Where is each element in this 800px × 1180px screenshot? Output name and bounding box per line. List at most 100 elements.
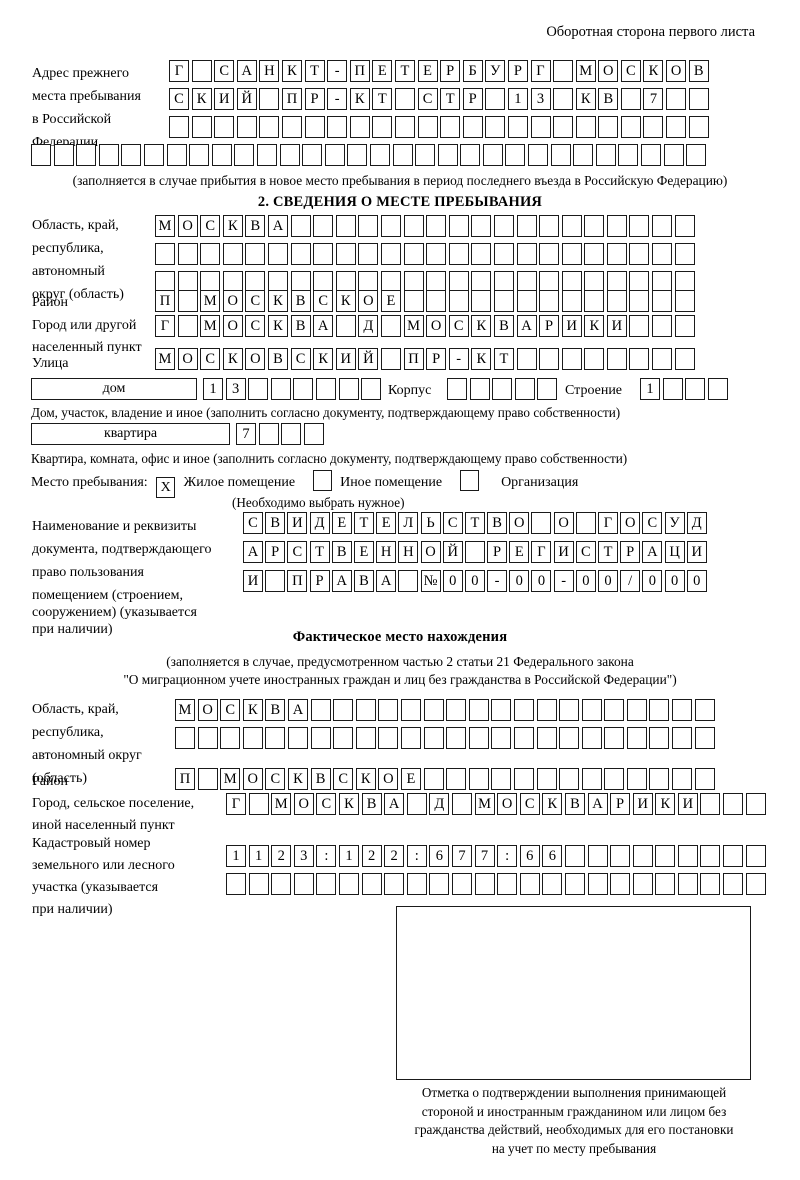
actual-district-row-cell-24[interactable] [694, 768, 715, 790]
prev-address-row-1-cell-1[interactable]: Г [169, 60, 189, 82]
city-row-cell-1[interactable]: Г [155, 315, 175, 337]
house-cells-cell-4[interactable] [270, 378, 291, 400]
district-row-cell-3[interactable]: М [200, 290, 221, 312]
document-row-3-cell-9[interactable]: № [420, 570, 441, 592]
document-row-2-cell-5[interactable]: В [331, 541, 352, 563]
house-cells-cell-6[interactable] [315, 378, 336, 400]
region-row-1-cell-2[interactable]: О [177, 215, 198, 237]
cadastral-row-2-cell-6[interactable] [338, 873, 359, 895]
document-row-3-cell-15[interactable]: - [553, 570, 574, 592]
document-row-2-cell-4[interactable]: Т [309, 541, 330, 563]
cadastral-row-2-cell-5[interactable] [316, 873, 337, 895]
prev-address-row-1-cell-23[interactable]: О [666, 60, 687, 82]
region-row-2-cell-6[interactable] [267, 243, 288, 265]
cadastral-row-1-cell-3[interactable]: 2 [271, 845, 292, 867]
city-row-cell-16[interactable]: В [493, 315, 514, 337]
korpus-cells-cell-3[interactable] [492, 378, 513, 400]
prev-address-row-4-cell-18[interactable] [415, 144, 436, 166]
document-row-2-cell-7[interactable]: Н [376, 541, 397, 563]
cadastral-row-2-cell-22[interactable] [700, 873, 721, 895]
house-cells-cell-2[interactable]: 3 [225, 378, 246, 400]
city-row-cell-24[interactable] [674, 315, 695, 337]
actual-city-row-cell-9[interactable] [406, 793, 427, 815]
document-row-1-cell-15[interactable]: О [553, 512, 574, 534]
document-row-2-cell-10[interactable]: Й [442, 541, 463, 563]
cadastral-row-2-cell-19[interactable] [632, 873, 653, 895]
district-row-cell-21[interactable] [606, 290, 627, 312]
cadastral-row-2-cell-12[interactable] [474, 873, 495, 895]
cadastral-row-1-cell-2[interactable]: 1 [248, 845, 269, 867]
document-row-1-cell-16[interactable] [575, 512, 596, 534]
actual-district-row-cell-1[interactable]: П [175, 768, 195, 790]
prev-address-row-2-cell-22[interactable]: 7 [643, 88, 664, 110]
actual-region-row-2-cell-24[interactable] [694, 727, 715, 749]
actual-region-row-1-cell-12[interactable] [423, 699, 444, 721]
city-row-cell-5[interactable]: С [245, 315, 266, 337]
house-cells-cell-5[interactable] [293, 378, 314, 400]
cadastral-row-2-cell-20[interactable] [655, 873, 676, 895]
actual-region-row-2[interactable] [175, 727, 717, 749]
document-row-3-cell-7[interactable]: А [376, 570, 397, 592]
prev-address-row-3-cell-2[interactable] [191, 116, 212, 138]
actual-region-row-1-cell-8[interactable] [333, 699, 354, 721]
prev-address-row-3-cell-16[interactable] [507, 116, 528, 138]
actual-district-row-cell-8[interactable]: С [333, 768, 354, 790]
document-row-3-cell-21[interactable]: 0 [686, 570, 707, 592]
prev-address-row-4-cell-13[interactable] [302, 144, 323, 166]
actual-city-row-cell-7[interactable]: В [361, 793, 382, 815]
document-row-1-cell-14[interactable] [531, 512, 552, 534]
cadastral-row-1-cell-23[interactable] [723, 845, 744, 867]
street-row-cell-5[interactable]: О [245, 348, 266, 370]
prev-address-row-2-cell-1[interactable]: С [169, 88, 189, 110]
document-row-1-cell-6[interactable]: Т [353, 512, 374, 534]
cadastral-row-2-cell-2[interactable] [248, 873, 269, 895]
document-row-2-cell-20[interactable]: Ц [664, 541, 685, 563]
prev-address-row-4-cell-25[interactable] [573, 144, 594, 166]
document-row-2-cell-17[interactable]: Т [598, 541, 618, 563]
city-row-cell-3[interactable]: М [200, 315, 221, 337]
prev-address-row-1-cell-21[interactable]: С [620, 60, 641, 82]
region-row-1-cell-17[interactable] [516, 215, 537, 237]
street-row-cell-19[interactable] [561, 348, 582, 370]
actual-region-row-1-cell-19[interactable] [581, 699, 602, 721]
cadastral-row-1-cell-15[interactable]: 6 [542, 845, 563, 867]
actual-region-row-2-cell-15[interactable] [491, 727, 512, 749]
prev-address-row-1-cell-15[interactable]: У [485, 60, 506, 82]
region-row-2-cell-21[interactable] [606, 243, 627, 265]
document-row-1-cell-2[interactable]: В [265, 512, 286, 534]
district-row-cell-14[interactable] [448, 290, 469, 312]
region-row-2-cell-3[interactable] [200, 243, 221, 265]
stamp-box[interactable] [396, 906, 751, 1080]
street-row-cell-17[interactable] [516, 348, 537, 370]
prev-address-row-3-cell-14[interactable] [462, 116, 483, 138]
cadastral-row-2-cell-14[interactable] [519, 873, 540, 895]
district-row-cell-11[interactable]: Е [380, 290, 401, 312]
prev-address-row-4-cell-9[interactable] [211, 144, 232, 166]
prev-address-row-1-cell-4[interactable]: А [236, 60, 257, 82]
stroenie-cells-cell-3[interactable] [685, 378, 706, 400]
prev-address-row-4-cell-19[interactable] [437, 144, 458, 166]
prev-address-row-4-cell-20[interactable] [460, 144, 481, 166]
document-row-3-cell-17[interactable]: 0 [598, 570, 618, 592]
prev-address-row-1-cell-19[interactable]: М [575, 60, 596, 82]
street-row-cell-13[interactable]: Р [426, 348, 447, 370]
flat-cells-cell-2[interactable] [258, 423, 279, 445]
district-row-cell-7[interactable]: В [290, 290, 311, 312]
document-row-2-cell-3[interactable]: С [287, 541, 308, 563]
document-row-1-cell-19[interactable]: С [642, 512, 663, 534]
street-row-cell-14[interactable]: - [448, 348, 469, 370]
region-row-2-cell-1[interactable] [155, 243, 175, 265]
cadastral-row-2-cell-15[interactable] [542, 873, 563, 895]
prev-address-row-1-cell-6[interactable]: К [281, 60, 302, 82]
korpus-cells[interactable] [447, 378, 560, 400]
document-row-2-cell-14[interactable]: Г [531, 541, 552, 563]
region-row-1-cell-15[interactable] [471, 215, 492, 237]
region-row-1-cell-19[interactable] [561, 215, 582, 237]
document-row-1-cell-12[interactable]: В [487, 512, 508, 534]
prev-address-row-1-cell-11[interactable]: Т [394, 60, 415, 82]
